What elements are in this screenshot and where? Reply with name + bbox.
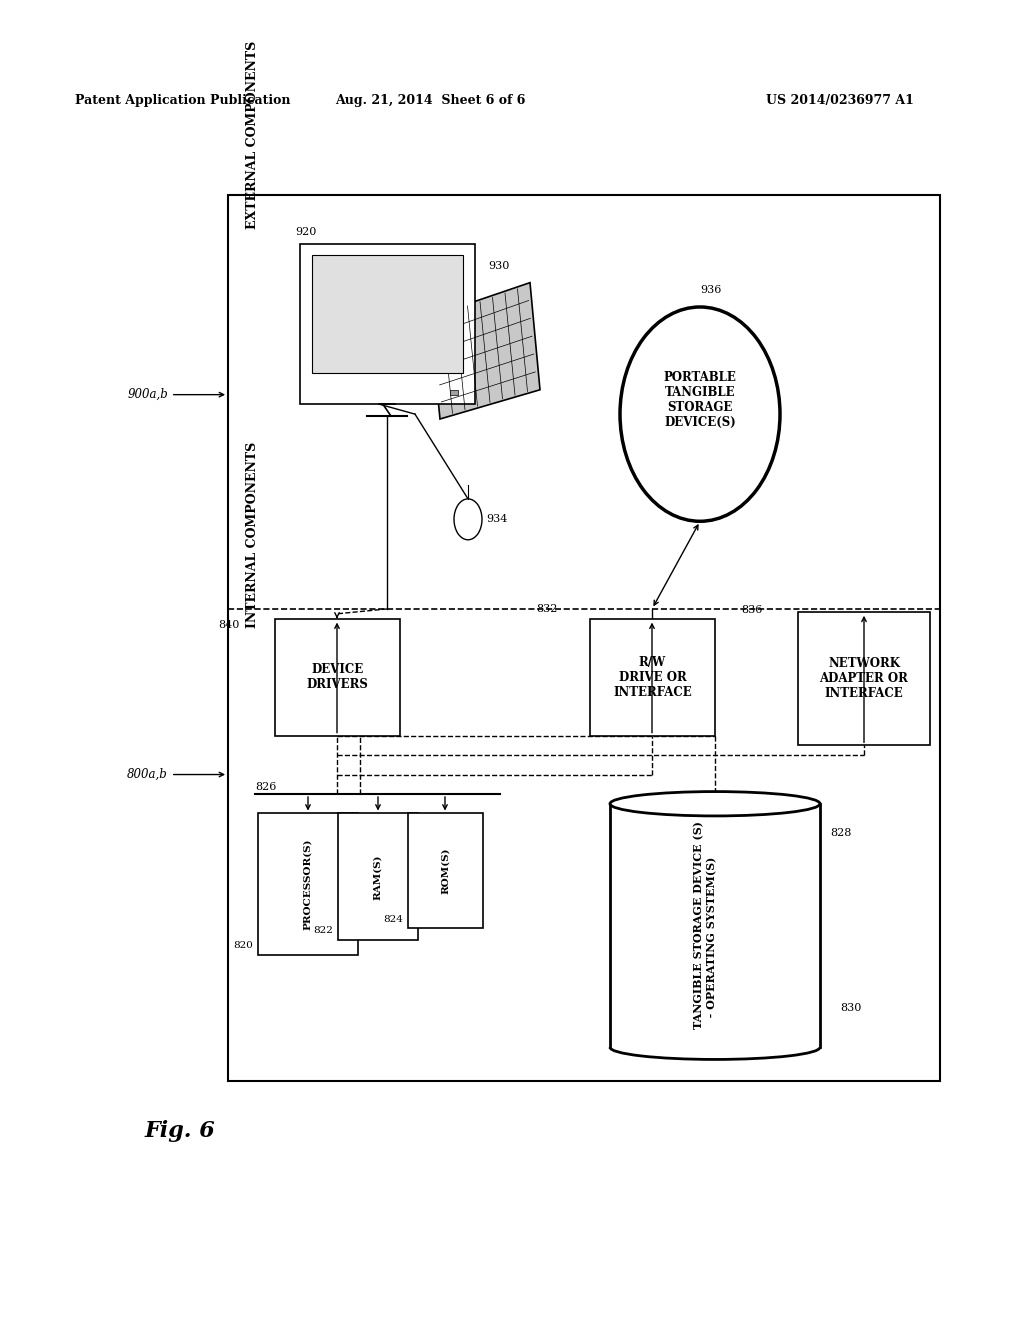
Text: 832: 832 [537, 603, 558, 614]
Ellipse shape [454, 499, 482, 540]
Text: 836: 836 [741, 605, 763, 615]
Text: EXTERNAL COMPONENTS: EXTERNAL COMPONENTS [246, 41, 259, 230]
Bar [228, 195, 940, 1081]
Text: Fig. 6: Fig. 6 [145, 1121, 216, 1142]
Text: US 2014/0236977 A1: US 2014/0236977 A1 [766, 94, 914, 107]
Text: TANGIBLE STORAGE DEVICE (S)
   - OPERATING SYSTEM(S): TANGIBLE STORAGE DEVICE (S) - OPERATING … [693, 821, 717, 1030]
Text: 900a,b: 900a,b [127, 388, 223, 401]
Text: 934: 934 [486, 515, 507, 524]
Text: 930: 930 [488, 261, 509, 271]
Text: 822: 822 [313, 927, 333, 936]
Bar [275, 619, 400, 735]
Text: 828: 828 [830, 828, 851, 838]
Text: 800a,b: 800a,b [127, 768, 223, 781]
Ellipse shape [610, 792, 820, 816]
Bar [798, 612, 930, 746]
Bar [610, 804, 820, 1047]
Text: RAM(S): RAM(S) [374, 854, 383, 899]
Bar [312, 255, 463, 374]
Bar [450, 389, 458, 395]
Text: 820: 820 [233, 941, 253, 950]
Text: 830: 830 [840, 1003, 861, 1014]
Bar [408, 813, 483, 928]
Text: Patent Application Publication: Patent Application Publication [75, 94, 291, 107]
Text: INTERNAL COMPONENTS: INTERNAL COMPONENTS [246, 442, 259, 628]
Text: R/W
DRIVE OR
INTERFACE: R/W DRIVE OR INTERFACE [613, 656, 692, 698]
Text: Aug. 21, 2014  Sheet 6 of 6: Aug. 21, 2014 Sheet 6 of 6 [335, 94, 525, 107]
Ellipse shape [620, 308, 780, 521]
Bar [338, 813, 418, 940]
Text: 840: 840 [219, 619, 240, 630]
Text: 936: 936 [700, 285, 721, 296]
Text: ROM(S): ROM(S) [440, 847, 450, 894]
Bar [300, 244, 475, 404]
Bar [258, 813, 358, 954]
Text: 824: 824 [383, 915, 403, 924]
Text: DEVICE
DRIVERS: DEVICE DRIVERS [306, 663, 369, 692]
Polygon shape [430, 282, 540, 418]
Text: PROCESSOR(S): PROCESSOR(S) [303, 838, 312, 929]
Bar [590, 619, 715, 735]
Text: NETWORK
ADAPTER OR
INTERFACE: NETWORK ADAPTER OR INTERFACE [819, 657, 908, 700]
Text: PORTABLE
TANGIBLE
STORAGE
DEVICE(S): PORTABLE TANGIBLE STORAGE DEVICE(S) [664, 371, 736, 429]
Text: 826: 826 [255, 781, 276, 792]
Text: 920: 920 [295, 227, 316, 236]
